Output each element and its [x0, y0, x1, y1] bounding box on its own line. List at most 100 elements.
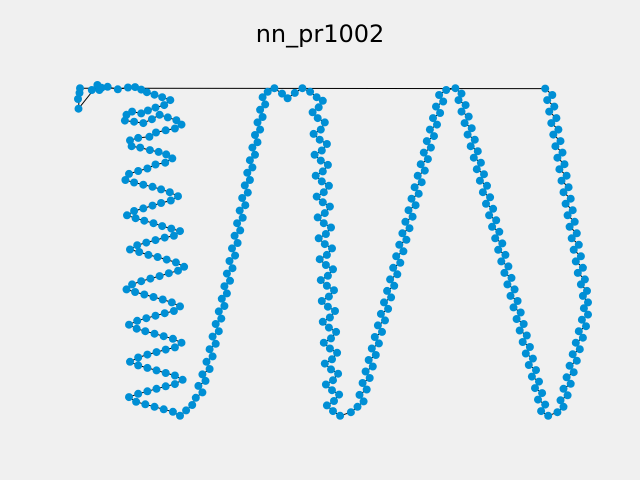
tour-node	[473, 147, 482, 156]
tour-node	[332, 327, 341, 336]
tour-node	[322, 401, 331, 410]
tour-node	[312, 93, 321, 102]
tour-node	[323, 302, 332, 311]
tour-node	[316, 276, 325, 285]
tour-node	[476, 158, 485, 167]
tour-node	[572, 356, 581, 365]
tour-node	[420, 166, 429, 175]
tour-node	[222, 289, 231, 298]
tour-node	[410, 183, 419, 192]
tour-node	[324, 181, 333, 190]
tour-node	[174, 266, 182, 275]
tour-node	[134, 361, 143, 370]
tour-node	[253, 118, 262, 127]
tour-node	[168, 407, 177, 416]
tour-node	[571, 257, 580, 266]
tour-node	[278, 89, 286, 98]
tour-node	[128, 280, 137, 289]
tour-node	[142, 88, 151, 97]
tour-node	[177, 120, 186, 129]
tour-node	[132, 397, 141, 406]
tour-node	[582, 322, 590, 331]
tour-node	[176, 302, 184, 311]
tour-node	[392, 252, 401, 261]
tour-node	[157, 199, 166, 207]
tour-node	[323, 271, 332, 280]
tour-node	[376, 309, 385, 318]
tour-node	[559, 402, 568, 411]
tour-node	[230, 231, 239, 240]
tour-node	[486, 193, 495, 202]
tour-node	[214, 307, 223, 316]
tour-node	[398, 229, 407, 238]
tour-node	[165, 188, 174, 197]
tour-node	[492, 216, 501, 225]
tour-node	[194, 381, 203, 390]
tour-node	[290, 88, 299, 97]
tour-node	[220, 302, 229, 310]
tour-node	[321, 261, 330, 269]
tour-node	[380, 298, 388, 307]
tour-node	[245, 156, 254, 165]
tour-node	[167, 224, 176, 233]
tour-node	[494, 245, 503, 254]
tour-node	[87, 86, 96, 94]
tour-node	[554, 125, 563, 134]
tour-node	[233, 219, 242, 228]
tour-node	[330, 286, 338, 295]
tour-node	[312, 192, 321, 201]
tour-node	[308, 108, 317, 117]
tour-node	[217, 314, 226, 323]
tour-node	[319, 338, 328, 347]
tour-node	[143, 350, 152, 359]
tour-node	[228, 264, 237, 273]
tour-node	[315, 135, 324, 144]
tour-node	[177, 338, 186, 347]
tour-node	[243, 188, 252, 197]
tour-node	[365, 374, 374, 382]
tour-node	[411, 201, 420, 210]
tour-node	[235, 206, 244, 215]
tour-node	[572, 229, 581, 238]
tour-node	[547, 119, 556, 128]
tour-node	[563, 391, 572, 400]
tour-node	[188, 401, 197, 409]
tour-node	[220, 282, 229, 291]
tour-node	[208, 332, 217, 341]
tour-node	[243, 168, 252, 177]
tour-node	[103, 82, 112, 91]
tour-node	[532, 366, 540, 375]
tour-node	[567, 234, 576, 243]
tour-node	[258, 93, 267, 102]
tour-node	[201, 376, 210, 385]
tour-node	[519, 320, 528, 328]
tour-node	[313, 114, 322, 123]
tour-node	[561, 199, 570, 208]
tour-node	[236, 226, 245, 235]
tour-node	[466, 142, 475, 151]
tour-node	[191, 393, 200, 402]
tour-node	[396, 258, 405, 267]
tour-node	[364, 356, 373, 364]
tour-node	[310, 150, 319, 159]
tour-node	[327, 223, 335, 232]
tour-node	[555, 165, 564, 174]
tour-node	[134, 389, 143, 398]
tour-node	[478, 188, 487, 197]
tour-node	[139, 119, 148, 128]
tour-node	[574, 327, 583, 336]
tour-node	[147, 115, 156, 124]
tour-node	[564, 183, 573, 192]
tour-node	[469, 153, 478, 162]
tour-node	[325, 313, 334, 322]
tour-node	[322, 140, 331, 148]
tour-node	[170, 124, 179, 133]
tour-node	[531, 384, 539, 393]
tour-node	[405, 224, 414, 233]
tour-node	[150, 402, 159, 411]
tour-node	[329, 265, 337, 274]
tour-node	[327, 365, 335, 374]
tour-node	[335, 390, 344, 399]
tour-node	[402, 235, 411, 244]
tour-node	[327, 334, 335, 343]
